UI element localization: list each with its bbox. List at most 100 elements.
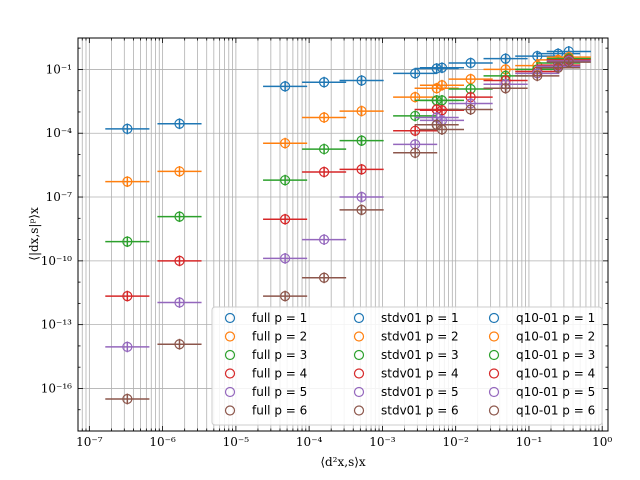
y-axis-label: ⟨|dx,s|ᵖ⟩x [27,207,41,261]
series-full-p1 [105,80,308,135]
data-point [436,62,448,73]
data-point [356,105,367,117]
legend-label: q10-01 p = 1 [516,311,595,325]
data-point [280,81,291,92]
x-tick-label: 10⁻² [442,435,469,449]
legend-marker [224,368,236,379]
x-tick-label: 10⁻⁵ [223,435,250,449]
legend-marker [353,405,365,416]
data-point [174,297,185,308]
data-point [552,62,564,73]
legend-marker [224,312,236,324]
series-full-p2 [105,137,308,188]
data-point [174,211,185,222]
x-tick-label: 10⁰ [592,435,612,449]
data-point [431,83,442,94]
y-tick-label: 10⁻⁴ [46,126,73,140]
legend-box [211,306,603,426]
data-point [318,272,330,283]
legend-label: stdv01 p = 4 [381,367,459,381]
legend-label: q10-01 p = 5 [516,385,595,399]
legend-label: q10-01 p = 4 [516,367,595,381]
data-point [122,341,133,352]
data-point [431,119,442,130]
data-point [410,125,421,136]
data-point [431,63,442,74]
data-point [280,175,291,186]
legend-marker [224,405,236,416]
data-point [356,135,367,146]
legend-marker [353,331,365,342]
series-full-p4 [105,213,308,302]
plot-frame [77,37,609,432]
x-tick-label: 10⁻⁴ [296,435,323,449]
data-point [436,80,448,91]
data-point [280,138,291,149]
legend-label: full p = 3 [252,348,307,362]
data-point [563,57,574,68]
legend-label: full p = 4 [252,367,307,381]
data-point [500,83,511,94]
data-point [174,255,185,266]
data-point [532,70,543,81]
data-point [500,53,511,64]
y-tick-label: 10⁻¹³ [41,318,72,332]
legend-marker [488,368,500,379]
data-marks [105,46,591,405]
legend-label: full p = 5 [252,385,307,399]
data-point [356,191,367,203]
data-point [465,57,476,69]
data-point [122,236,133,247]
x-tick-label: 10⁻⁷ [76,435,103,449]
legend-label: stdv01 p = 2 [381,330,459,344]
legend: full p = 1 full p = 2 full p = 3 full p = 4… [211,306,603,426]
data-point [410,110,421,122]
x-tick-label: 10⁻¹ [516,435,542,449]
data-point [174,166,185,177]
legend-marker [353,386,365,398]
data-point [280,253,291,264]
data-point [122,290,133,302]
legend-label: q10-01 p = 3 [516,348,595,362]
x-tick-label: 10⁻⁶ [149,435,176,449]
data-point [318,143,330,155]
data-point [356,75,367,86]
data-point [410,147,421,158]
series-q10-01-p6 [414,56,591,131]
legend-label: stdv01 p = 3 [381,348,459,362]
legend-label: full p = 2 [252,330,307,344]
data-point [122,393,133,405]
legend-marker [224,349,236,361]
data-point [356,204,367,215]
data-point [122,176,133,187]
x-tick-label: 10⁻³ [369,435,396,449]
legend-marker [488,331,500,342]
legend-marker [353,312,365,324]
legend-label: q10-01 p = 6 [516,404,595,418]
series-full-p6 [105,290,308,405]
data-point [356,164,367,175]
data-point [122,123,133,134]
x-axis-label: ⟨d²x,s⟩x [320,455,366,469]
legend-marker [488,312,500,324]
series-full-p3 [105,174,308,248]
series-full-p5 [105,252,308,353]
y-tick-label: 10⁻¹⁶ [41,381,72,395]
legend-label: full p = 1 [252,311,307,325]
legend-marker [224,331,236,342]
legend-marker [353,349,365,361]
data-point [174,118,185,129]
y-tick-label: 10⁻⁷ [46,190,73,204]
legend-label: stdv01 p = 5 [381,385,459,399]
data-point [465,104,476,115]
data-point [318,77,330,88]
tick-labels: 10⁻⁷ 10⁻⁶ 10⁻⁵ 10⁻⁴ 10⁻³ 10⁻² 10⁻¹ 10⁰ 10⁻¹⁶ 10⁻¹… [41,62,613,449]
data-point [174,339,185,350]
legend-marker [488,386,500,398]
data-point [280,290,291,302]
legend-label: stdv01 p = 1 [381,311,459,325]
legend-marker [224,386,236,398]
data-point [318,234,330,245]
legend-marker [488,349,500,361]
